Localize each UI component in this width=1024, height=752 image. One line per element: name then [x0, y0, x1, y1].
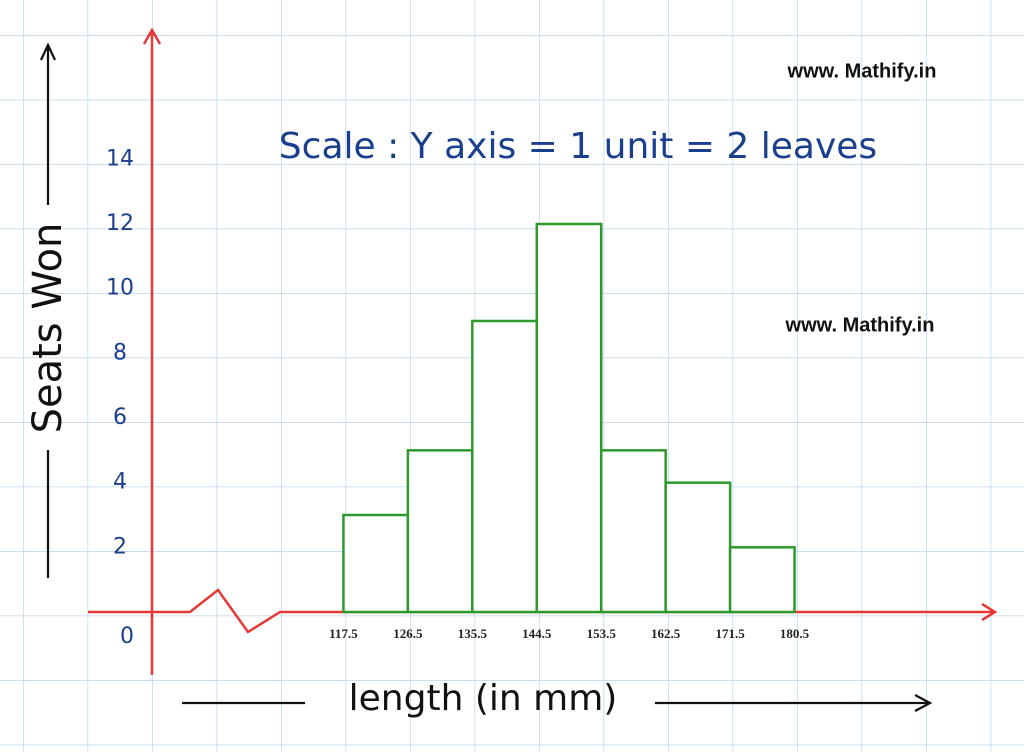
x-tick-label: 144.5: [522, 626, 552, 641]
y-tick-label: 14: [106, 146, 134, 171]
y-tick-label: 0: [120, 624, 134, 649]
y-axis: [142, 27, 162, 675]
y-tick-label: 12: [106, 211, 134, 236]
y-axis-label: Seats Won: [25, 223, 71, 434]
y-tick-label: 2: [113, 534, 127, 559]
x-tick-label: 162.5: [651, 626, 681, 641]
bar: [599, 449, 667, 614]
bar: [728, 546, 796, 614]
chart-title: Scale : Y axis = 1 unit = 2 leaves: [279, 126, 877, 167]
x-axis-label: length (in mm): [349, 678, 618, 719]
x-tick-label: 171.5: [715, 626, 745, 641]
x-tick-label: 135.5: [458, 626, 488, 641]
watermark: www. Mathify.in: [787, 60, 937, 82]
bar: [664, 481, 732, 614]
bar: [406, 449, 474, 614]
y-tick-label: 4: [113, 470, 127, 495]
bar: [535, 222, 603, 614]
bar: [471, 319, 539, 614]
watermark: www. Mathify.in: [785, 314, 935, 336]
x-label-arrow: [182, 694, 933, 712]
x-tick-label: 117.5: [329, 626, 358, 641]
y-tick-label: 6: [113, 405, 127, 430]
x-tick-label: 126.5: [393, 626, 423, 641]
label-arrows: [40, 42, 933, 712]
bar: [342, 513, 410, 614]
y-tick-label: 10: [106, 276, 134, 301]
x-tick-label: 153.5: [587, 626, 617, 641]
x-tick-label: 180.5: [780, 626, 810, 641]
y-tick-label: 8: [113, 340, 127, 365]
y-label-arrow: [40, 42, 56, 578]
